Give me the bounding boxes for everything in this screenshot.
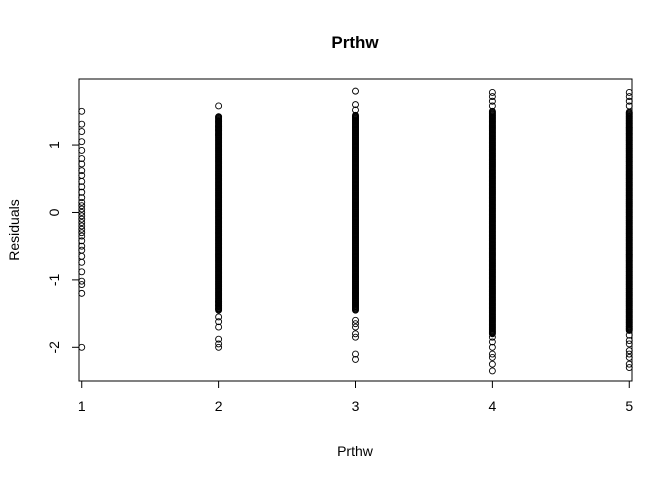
data-point [215, 323, 223, 331]
data-point [215, 302, 223, 309]
data-point [78, 246, 86, 254]
data-point [215, 343, 223, 351]
data-point [625, 340, 633, 348]
y-tick-label: -2 [46, 341, 62, 354]
y-axis: -2 -1 0 1 [46, 141, 80, 354]
x-axis: 1 2 3 4 5 [78, 380, 633, 414]
data-point [352, 106, 359, 114]
x-tick-label: 2 [215, 398, 223, 414]
data-point [78, 147, 86, 154]
data-point [488, 367, 496, 375]
data-point [488, 343, 496, 351]
data-point [352, 111, 359, 119]
data-point [215, 102, 223, 110]
data-point [78, 289, 86, 297]
data-point [215, 131, 223, 139]
data-point [352, 273, 359, 280]
chart-title: Prthw [331, 33, 379, 52]
data-point [215, 298, 223, 305]
data-point [215, 126, 223, 134]
data-point [352, 333, 359, 341]
data-point [625, 97, 633, 105]
data-point [78, 120, 86, 128]
data-point [215, 340, 223, 348]
data-point [352, 320, 359, 328]
x-tick-label: 3 [352, 398, 360, 414]
x-tick-label: 4 [488, 398, 496, 414]
data-point [625, 353, 633, 361]
data-points [78, 87, 633, 375]
data-point [78, 268, 86, 276]
data-point [488, 333, 496, 341]
data-point [352, 87, 359, 95]
data-point [625, 93, 633, 100]
data-point [488, 350, 496, 358]
x-axis-label: Prthw [337, 443, 374, 459]
data-point [488, 353, 496, 361]
data-point [488, 93, 496, 100]
data-point [78, 107, 86, 115]
data-point [625, 331, 633, 339]
data-point [215, 313, 223, 321]
data-point [215, 122, 223, 130]
data-point [625, 337, 633, 345]
data-point [488, 107, 496, 115]
data-point [488, 102, 496, 110]
data-point [78, 343, 86, 351]
data-point [215, 113, 223, 121]
data-point [78, 258, 86, 266]
y-tick-label: -1 [46, 273, 62, 286]
x-tick-label: 5 [625, 398, 633, 414]
data-point [625, 360, 633, 368]
data-point [215, 118, 223, 125]
data-point [215, 335, 223, 343]
y-axis-label: Residuals [6, 199, 22, 260]
data-point [215, 318, 223, 326]
data-point [78, 128, 86, 136]
data-point [215, 305, 223, 313]
data-point [625, 350, 633, 358]
data-point [625, 89, 633, 96]
x-tick-label: 1 [78, 398, 86, 414]
data-point [625, 347, 633, 355]
data-point [625, 102, 633, 110]
data-point [78, 252, 86, 260]
data-point [352, 259, 359, 267]
data-point [352, 323, 359, 331]
data-point [352, 101, 359, 109]
data-point [352, 289, 359, 297]
data-point [78, 138, 86, 146]
data-point [625, 364, 633, 371]
y-tick-label: 1 [46, 141, 62, 149]
y-tick-label: 0 [46, 208, 62, 216]
data-point [352, 316, 359, 324]
data-point [488, 89, 496, 96]
data-point [488, 338, 496, 346]
data-point [352, 350, 359, 358]
data-point [352, 355, 359, 363]
data-point [488, 360, 496, 368]
data-point [352, 330, 359, 338]
data-point [488, 97, 496, 105]
